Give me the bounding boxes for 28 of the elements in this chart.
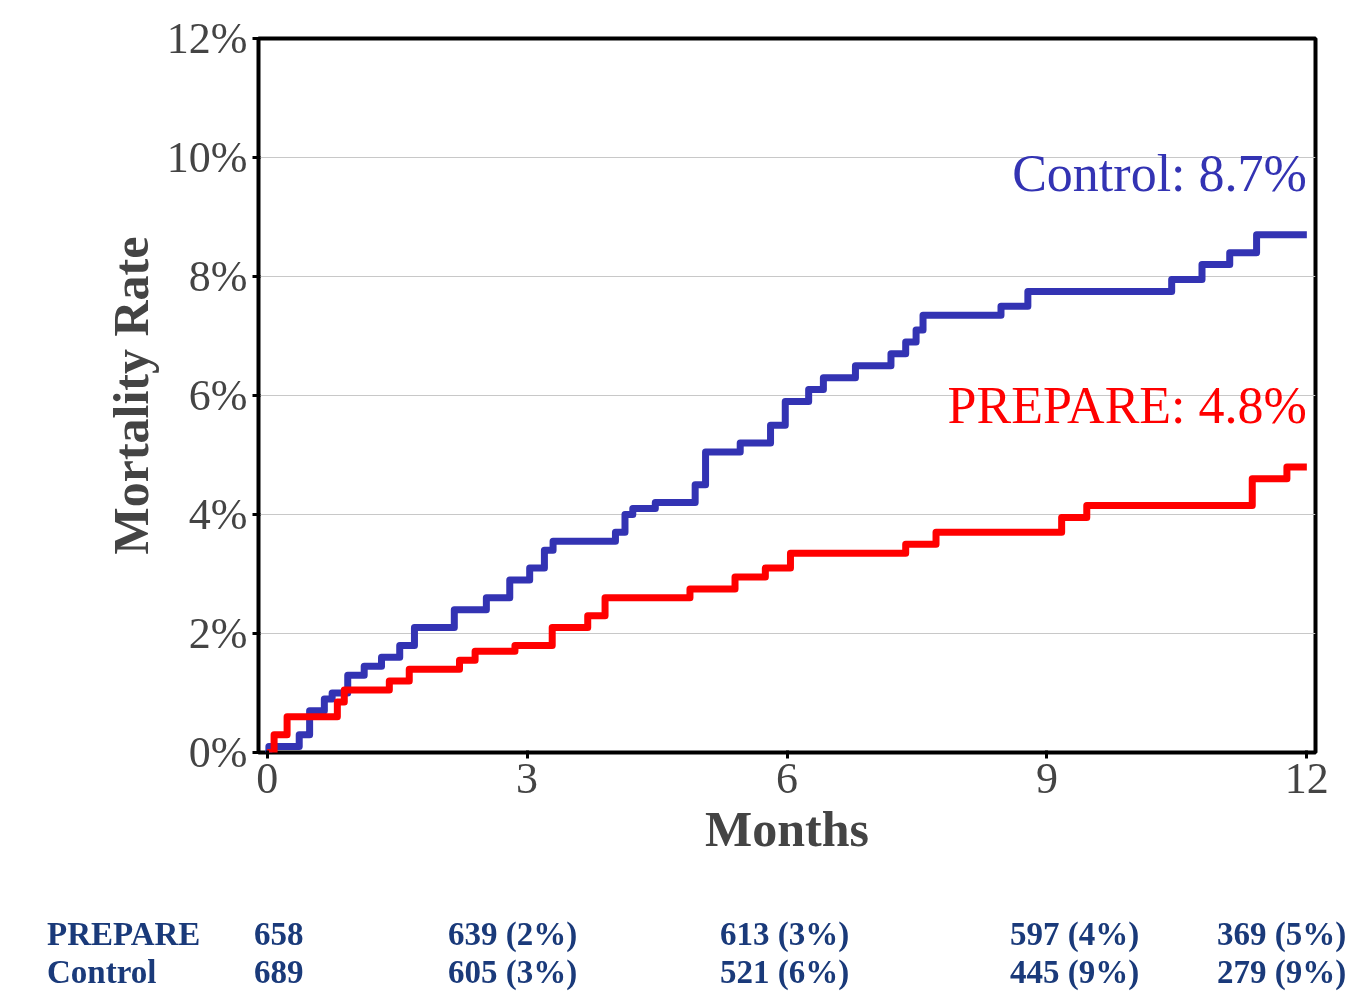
y-tick-label: 6% <box>188 371 248 420</box>
text: 521 (6%) <box>720 953 850 990</box>
text: 279 (9%) <box>1217 953 1347 990</box>
text: PREPARE <box>47 915 201 952</box>
text: 639 (2%) <box>448 915 578 952</box>
x-tick-label: 6 <box>776 753 798 803</box>
x-tick-label: 0 <box>256 753 279 803</box>
y-tick-label: 4% <box>188 490 248 539</box>
x-tick-label: 9 <box>1035 753 1058 803</box>
y-axis-title: Mortality Rate <box>102 236 159 555</box>
x-axis-title: Months <box>705 800 869 857</box>
y-tick-label: 10% <box>166 133 248 182</box>
text: 613 (3%) <box>720 915 850 952</box>
y-tick-label: 8% <box>188 252 248 301</box>
text: 605 (3%) <box>448 953 578 990</box>
y-tick-label: 12% <box>166 14 248 63</box>
series-label: Control: 8.7% <box>1012 145 1307 203</box>
text: 597 (4%) <box>1010 915 1140 952</box>
text: 445 (9%) <box>1010 953 1140 990</box>
text: 369 (5%) <box>1217 915 1347 952</box>
x-tick-label: 3 <box>516 753 539 803</box>
x-tick-label: 12 <box>1284 753 1329 803</box>
series-label: PREPARE: 4.8% <box>947 377 1307 435</box>
text: 658 <box>254 915 304 952</box>
y-tick-label: 0% <box>188 728 248 777</box>
text: Control <box>47 953 157 990</box>
text: 689 <box>254 953 304 990</box>
y-tick-label: 2% <box>188 609 248 658</box>
